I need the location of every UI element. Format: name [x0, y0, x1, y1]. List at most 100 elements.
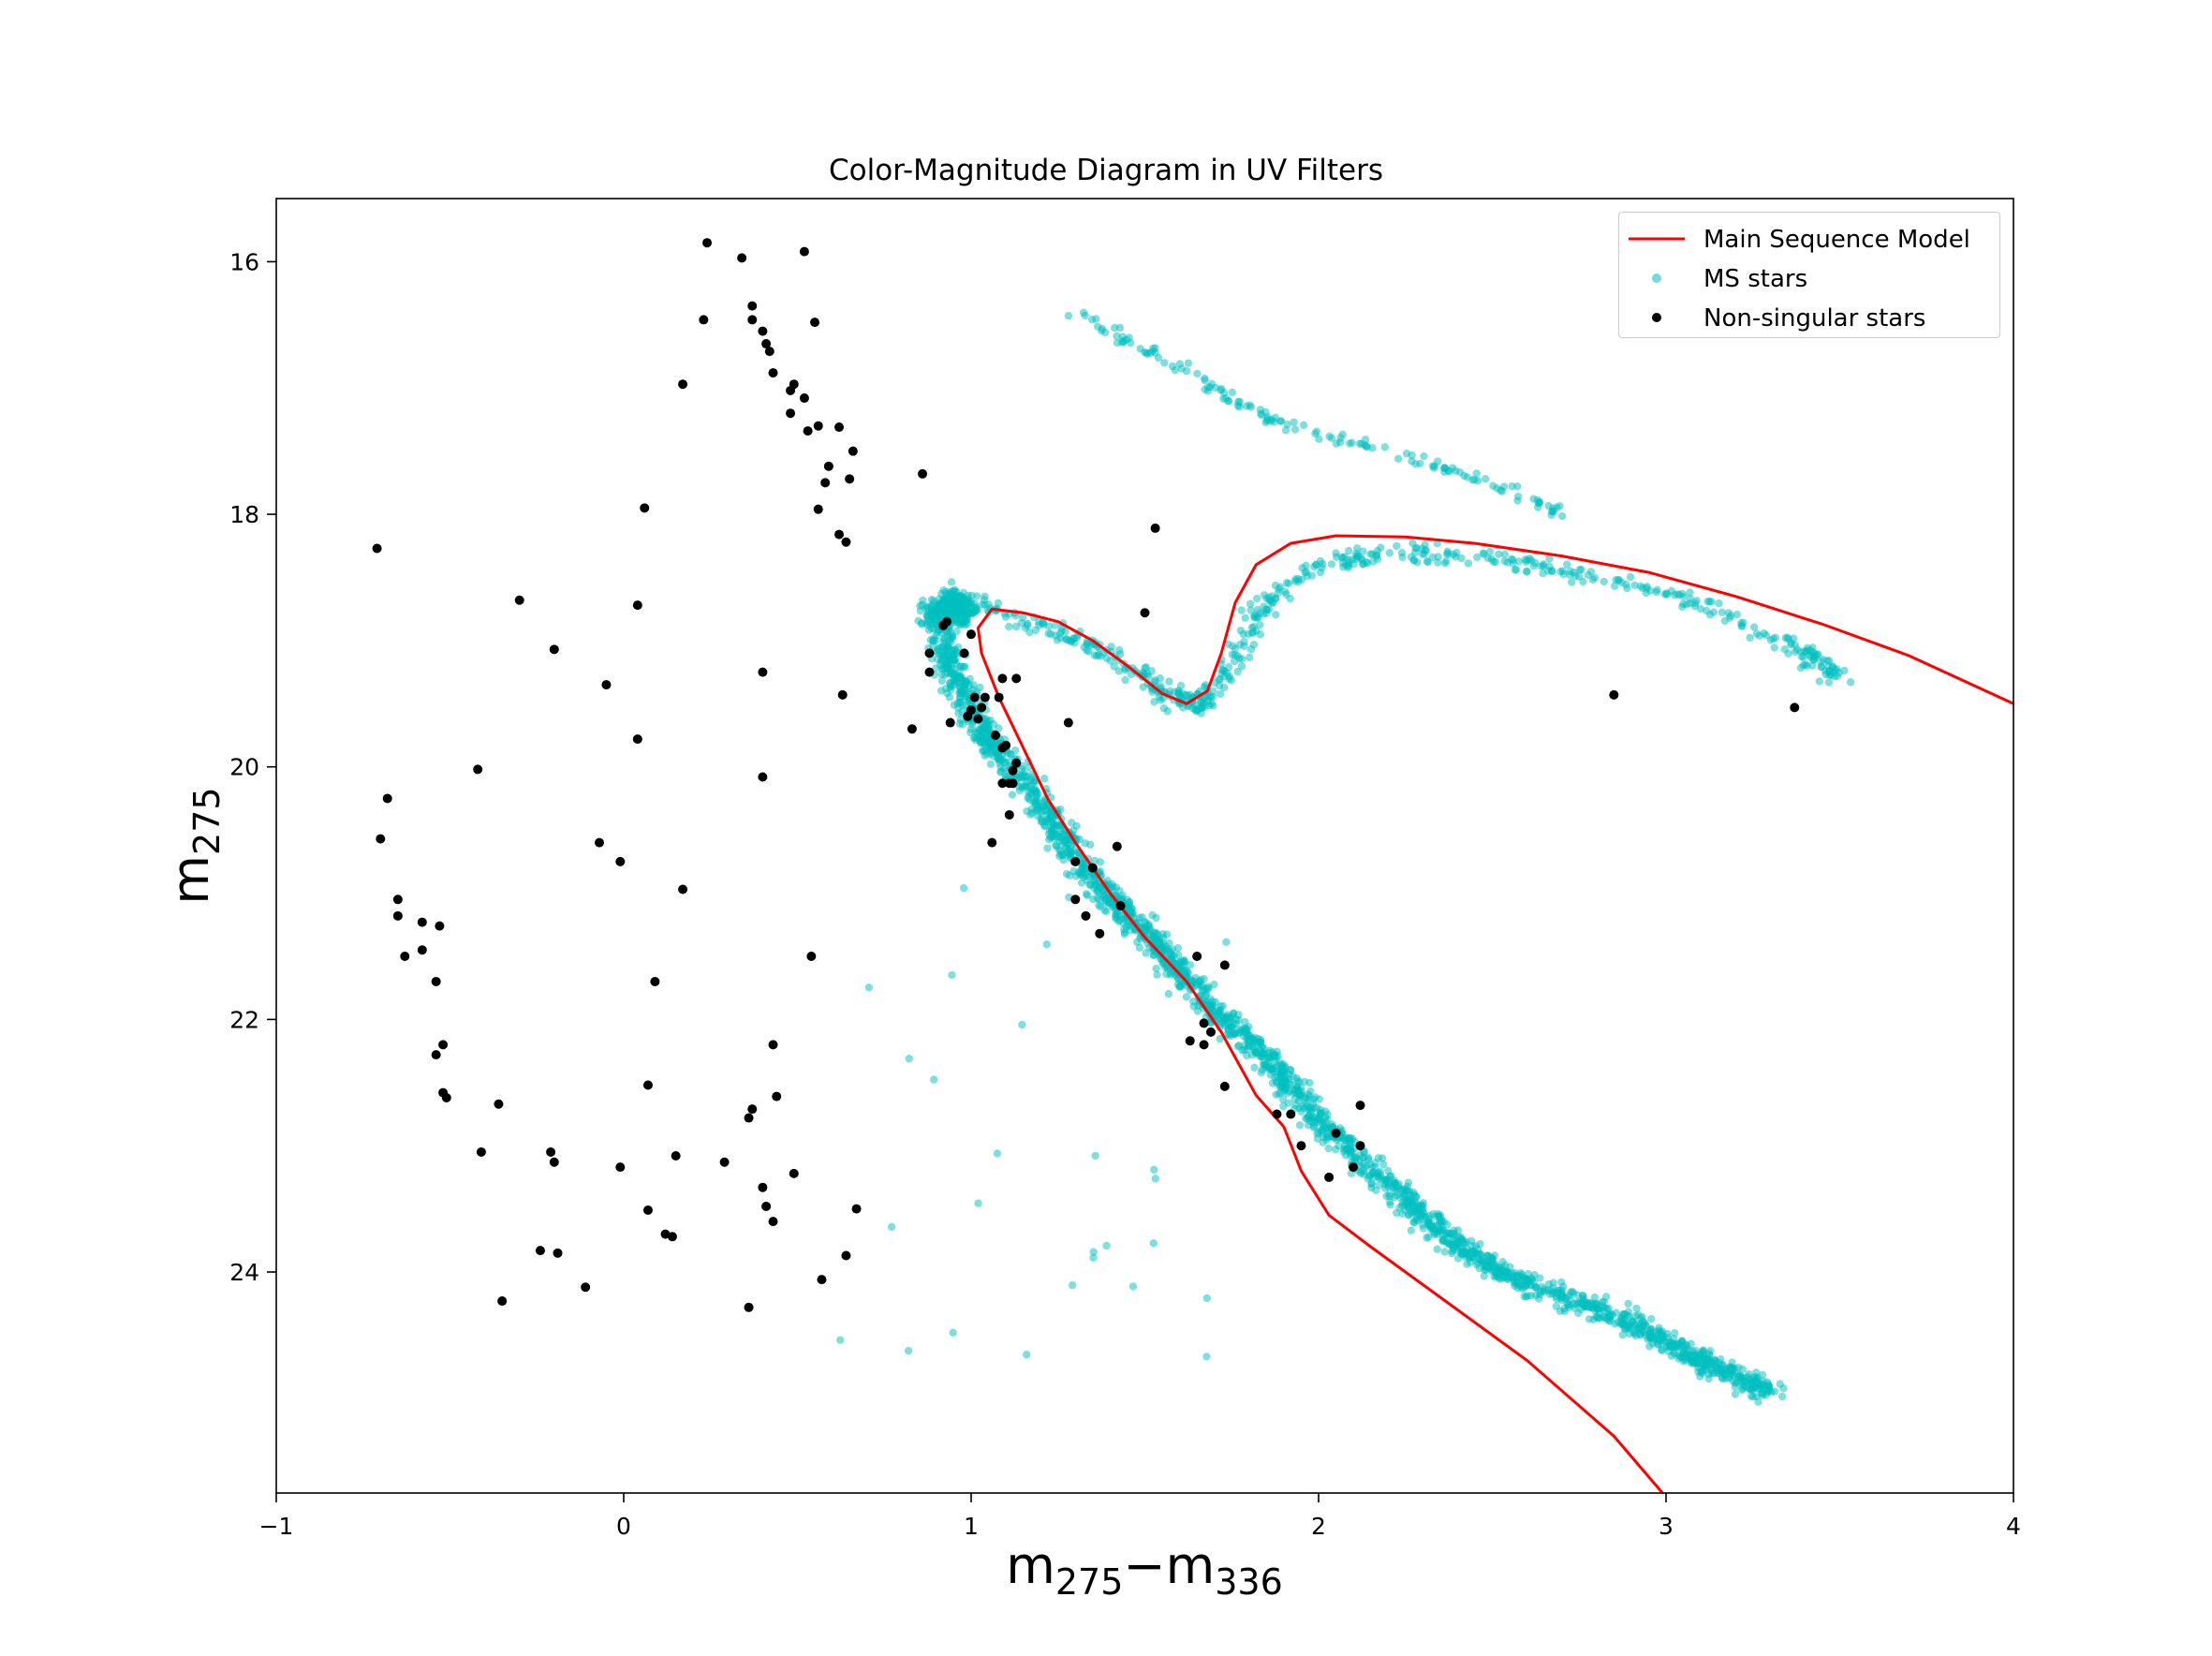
legend-label-nonsingular: Non-singular stars [1703, 304, 1926, 333]
ms-star-point [1636, 1330, 1644, 1338]
non-singular-star-point [744, 1113, 754, 1123]
non-singular-star-point [435, 921, 445, 931]
ms-star-point [1157, 944, 1165, 953]
ms-star-point [1282, 590, 1290, 599]
ms-star-point [1626, 572, 1635, 582]
ms-star-point [959, 883, 968, 893]
ms-star-point [1117, 338, 1127, 347]
non-singular-star-point [392, 895, 403, 905]
ms-star-point [1025, 628, 1034, 637]
ms-star-point [1840, 666, 1849, 675]
ms-star-point [1531, 558, 1540, 568]
ms-star-point [1174, 951, 1183, 959]
legend-item-model: Main Sequence Model [1619, 220, 1999, 258]
ms-star-point [967, 591, 976, 599]
ms-star-point [1702, 606, 1711, 615]
ms-star-point [989, 752, 997, 761]
ms-star-point [1033, 811, 1042, 821]
ms-star-point [1345, 1135, 1354, 1144]
ms-star-point [1159, 703, 1168, 713]
non-singular-star-point [817, 1275, 827, 1285]
non-singular-star-point [841, 537, 851, 547]
ms-star-point [1113, 332, 1121, 340]
ms-star-point [946, 638, 955, 647]
non-singular-star-point [851, 1204, 862, 1214]
ms-star-point [1544, 501, 1553, 510]
ms-star-point [1256, 630, 1265, 639]
ms-star-point [1031, 626, 1040, 635]
non-singular-star-point [1011, 758, 1022, 768]
ms-star-point [1746, 633, 1754, 643]
ms-star-point [1250, 1063, 1259, 1072]
non-singular-star-point [924, 667, 935, 677]
ms-star-point [1748, 1378, 1757, 1387]
ms-star-point [1638, 584, 1647, 593]
ms-star-point [1256, 1052, 1264, 1060]
ms-star-point [1536, 1274, 1544, 1282]
ms-star-point [1600, 1297, 1609, 1307]
ms-star-point [1064, 311, 1073, 320]
ms-star-point [1284, 1099, 1293, 1107]
ms-star-point [1759, 1377, 1768, 1386]
ms-star-point [1024, 619, 1032, 628]
non-singular-star-point [768, 1040, 778, 1050]
ms-star-point [946, 678, 954, 688]
ms-star-point [1563, 560, 1571, 569]
ms-star-point [1186, 961, 1195, 969]
ms-star-point [1677, 1353, 1686, 1361]
non-singular-star-point [1070, 895, 1081, 905]
ms-star-point [1259, 610, 1268, 618]
x-tick-label: −1 [259, 1513, 294, 1540]
ms-star-point [1345, 439, 1354, 448]
ms-star-point [1149, 951, 1158, 960]
ms-star-point [1051, 621, 1059, 629]
non-singular-star-point [1219, 960, 1230, 970]
ms-star-point [1403, 1187, 1412, 1195]
ms-star-point [1040, 775, 1049, 783]
ms-star-point [1506, 1263, 1514, 1271]
non-singular-star-point [497, 1296, 508, 1307]
ms-star-point [1108, 880, 1116, 889]
ms-star-point [1780, 644, 1789, 654]
non-singular-star-point [1609, 689, 1619, 700]
ms-star-point [1083, 640, 1091, 648]
non-singular-star-point [650, 976, 660, 986]
ms-star-point [1448, 1229, 1456, 1238]
ms-star-point [1043, 815, 1053, 823]
ms-star-point [1286, 1066, 1295, 1074]
ms-star-point [1315, 435, 1323, 443]
non-singular-star-point [595, 837, 605, 848]
x-axis-label: m275−m336 [1006, 1536, 1283, 1603]
non-singular-star-point [987, 837, 997, 848]
ms-star-point [1008, 791, 1017, 799]
ms-star-point [1372, 1186, 1380, 1194]
ms-star-point [1174, 960, 1183, 969]
ms-star-point [1378, 1154, 1387, 1162]
non-singular-star-point [546, 1146, 556, 1157]
non-singular-star-point [997, 778, 1008, 789]
ms-star-point [1624, 1299, 1632, 1309]
ms-star-point [1345, 546, 1353, 555]
ms-star-point [1382, 1191, 1391, 1201]
ms-star-point [1151, 348, 1159, 357]
ms-star-point [953, 703, 963, 712]
ms-star-point [976, 683, 984, 692]
ms-star-point [1034, 617, 1043, 627]
ms-star-point [1416, 459, 1424, 468]
ms-star-point [1152, 964, 1160, 973]
ms-star-point [1392, 1183, 1400, 1192]
ms-star-point [1652, 588, 1660, 597]
ms-star-point [1725, 1372, 1734, 1381]
ms-star-point [1340, 1145, 1349, 1153]
ms-star-point [1620, 1309, 1630, 1319]
ms-star-point [1430, 464, 1438, 472]
ms-star-point [948, 605, 956, 614]
ms-star-point [948, 651, 957, 659]
non-singular-star-point [535, 1246, 545, 1256]
ms-star-point [1336, 434, 1345, 442]
ms-star-point [1490, 1273, 1498, 1281]
ms-star-point [1359, 547, 1367, 555]
ms-star-point [1269, 1048, 1277, 1057]
ms-stars-layer [836, 308, 1855, 1407]
non-singular-star-point [1008, 765, 1018, 776]
